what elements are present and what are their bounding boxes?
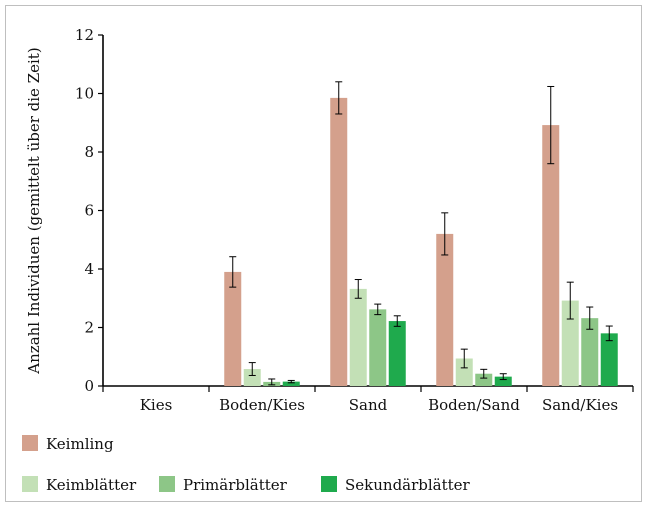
legend: Keimling Keimblätter Primärblätter Sekundär… [22, 435, 471, 494]
legend-label: Keimling [46, 435, 114, 453]
legend-label: Keimblätter [46, 476, 137, 494]
legend-swatch [321, 476, 337, 492]
x-tick-label: Boden/Sand [428, 396, 520, 414]
bar [561, 300, 579, 386]
bar [475, 373, 493, 386]
bar [436, 233, 454, 386]
x-tick-labels: Kies Boden/Kies Sand Boden/Sand Sand/Kies [140, 396, 618, 414]
x-tick-label: Boden/Kies [219, 396, 305, 414]
error-bars [229, 81, 613, 386]
bar [349, 288, 367, 386]
legend-swatch [22, 435, 38, 451]
y-tick-label: 8 [84, 143, 94, 161]
bar [600, 333, 618, 386]
legend-swatch [159, 476, 175, 492]
legend-label: Primärblätter [183, 476, 288, 494]
y-tick-label: 12 [75, 26, 94, 44]
bar [388, 321, 406, 386]
y-tick-label: 6 [84, 202, 94, 220]
x-tick-label: Sand/Kies [542, 396, 618, 414]
bar [494, 376, 512, 386]
bar-chart: Kies Boden/Kies Sand Boden/Sand Sand/Kies 0 2… [22, 26, 634, 494]
y-tick-label: 0 [84, 377, 94, 395]
x-tick-label: Sand [349, 396, 388, 414]
legend-label: Sekundärblätter [345, 476, 471, 494]
bar [224, 271, 242, 386]
y-tick-label: 4 [84, 260, 94, 278]
y-tick-label: 2 [84, 319, 94, 337]
legend-swatch [22, 476, 38, 492]
y-axis-label: Anzahl Individuen (gemittelt über die Ze… [25, 47, 43, 374]
bar [581, 318, 599, 386]
bar [282, 381, 300, 386]
y-tick-labels: 0 2 4 6 8 10 12 [75, 26, 94, 395]
x-tick-label: Kies [140, 396, 173, 414]
bar [330, 97, 348, 386]
bar [369, 309, 387, 386]
chart-frame: Kies Boden/Kies Sand Boden/Sand Sand/Kies 0 2… [5, 5, 642, 502]
bar [455, 358, 473, 386]
y-tick-label: 10 [75, 85, 94, 103]
bars [224, 97, 618, 386]
bar [243, 369, 261, 386]
bar [542, 125, 560, 386]
